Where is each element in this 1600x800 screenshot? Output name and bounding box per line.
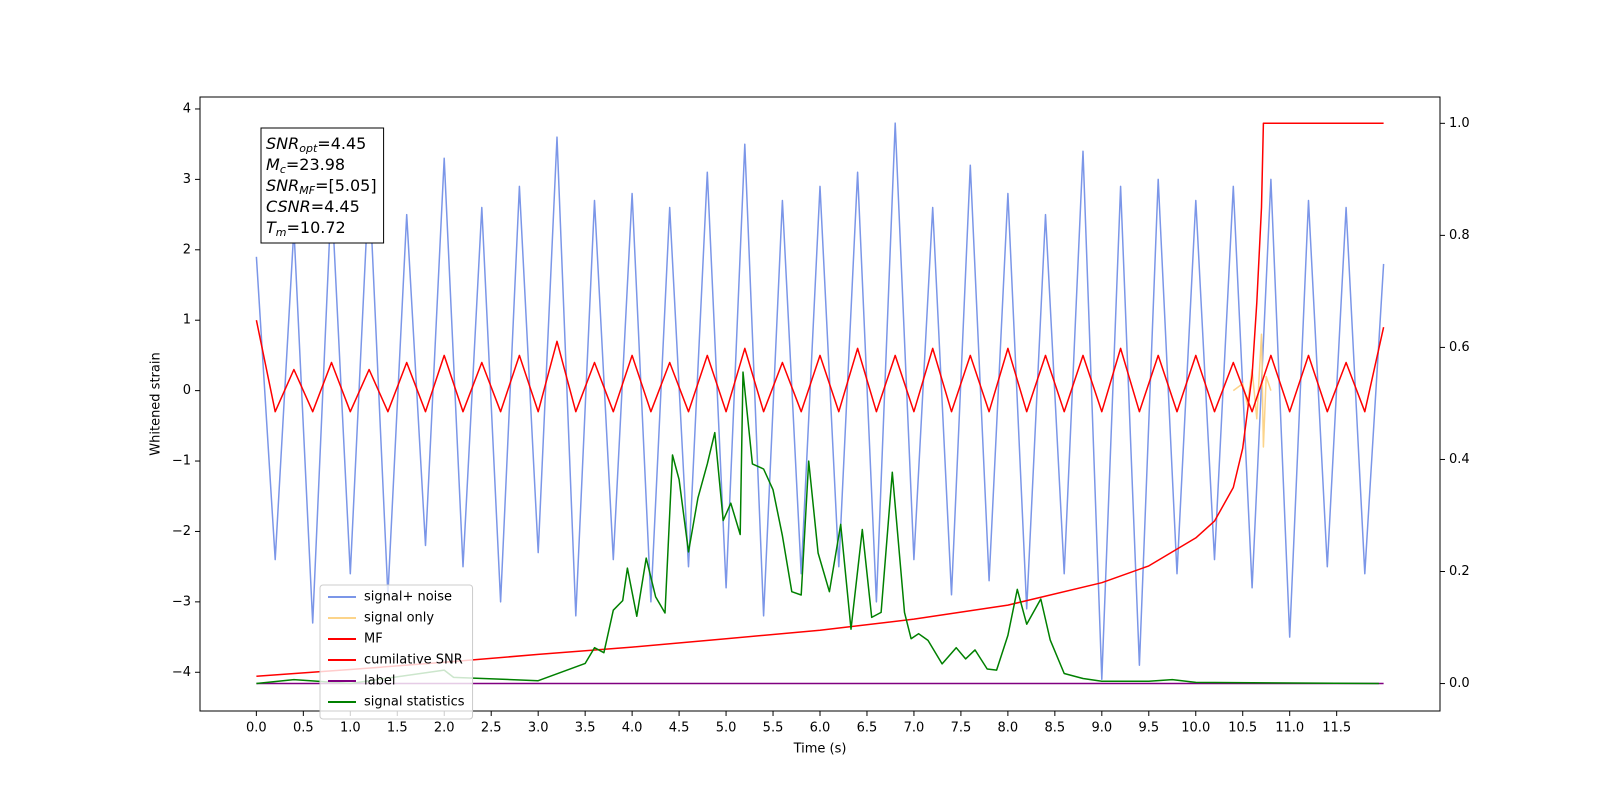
annotation-line: Mc=23.98 <box>266 155 345 177</box>
annotation-symbol: CSNR <box>266 197 311 216</box>
x-tick-label: 11.0 <box>1275 721 1304 736</box>
annotation-box: SNRopt=4.45Mc=23.98SNRMF=[5.05]CSNR=4.45… <box>260 127 385 244</box>
y2-tick-label: 0.6 <box>1449 340 1470 355</box>
x-tick-label: 6.0 <box>810 721 831 736</box>
annotation-symbol: SNR <box>266 134 299 153</box>
x-tick-label: 10.0 <box>1181 721 1210 736</box>
legend-label: cumilative SNR <box>364 653 463 668</box>
series-line <box>255 320 1385 413</box>
y-tick-label: 1 <box>183 313 191 328</box>
x-tick-label: 1.0 <box>340 721 361 736</box>
x-tick-label: 9.0 <box>1091 721 1112 736</box>
series-line <box>256 371 1379 685</box>
legend-label: signal only <box>364 611 434 626</box>
x-tick-label: 2.0 <box>434 721 455 736</box>
annotation-value: =4.45 <box>317 134 366 153</box>
annotation-subscript: MF <box>299 184 315 197</box>
annotation-frame <box>260 127 385 244</box>
x-tick-label: 9.5 <box>1138 721 1159 736</box>
legend-frame <box>319 584 474 720</box>
x-tick-label: 1.5 <box>387 721 408 736</box>
x-tick-label: 0.5 <box>293 721 314 736</box>
series-line <box>255 122 1385 681</box>
series-line <box>1232 333 1272 448</box>
x-tick-label: 5.0 <box>716 721 737 736</box>
x-tick-label: 0.0 <box>246 721 267 736</box>
y2-tick-label: 0.0 <box>1449 676 1470 691</box>
legend-label: signal statistics <box>364 695 465 710</box>
x-tick-label: 8.5 <box>1045 721 1066 736</box>
annotation-line: CSNR=4.45 <box>266 197 360 216</box>
annotation-symbol: T <box>266 218 277 237</box>
annotation-value: =10.72 <box>287 218 346 237</box>
legend-label: label <box>364 674 395 689</box>
annotation-value: =4.45 <box>311 197 360 216</box>
y-tick-label: 2 <box>183 242 191 257</box>
annotation-line: SNRopt=4.45 <box>266 134 366 156</box>
series-line <box>256 122 1384 678</box>
y-tick-label: 3 <box>183 172 191 187</box>
annotation-subscript: opt <box>299 142 318 155</box>
y-tick-label: 4 <box>183 101 191 116</box>
y-tick-label: 0 <box>183 383 191 398</box>
x-tick-label: 4.0 <box>622 721 643 736</box>
x-tick-label: 3.5 <box>575 721 596 736</box>
x-tick-label: 3.0 <box>528 721 549 736</box>
x-tick-label: 6.5 <box>857 721 878 736</box>
x-tick-label: 10.5 <box>1228 721 1257 736</box>
x-tick-label: 7.0 <box>904 721 925 736</box>
y-axis-label: Whitened strain <box>149 352 164 455</box>
x-tick-label: 5.5 <box>763 721 784 736</box>
x-axis-label: Time (s) <box>793 742 847 757</box>
y2-tick-label: 0.2 <box>1449 564 1470 579</box>
x-tick-label: 4.5 <box>669 721 690 736</box>
legend: signal+ noise signal only MF cumilative SNR… <box>319 584 474 720</box>
legend-label: MF <box>364 632 383 647</box>
y2-tick-label: 1.0 <box>1449 116 1470 131</box>
annotation-subscript: c <box>280 163 286 176</box>
annotation-line: Tm=10.72 <box>266 218 346 240</box>
x-tick-label: 2.5 <box>481 721 502 736</box>
legend-label: signal+ noise <box>364 590 452 605</box>
annotation-value: =[5.05] <box>315 176 377 195</box>
x-tick-label: 7.5 <box>951 721 972 736</box>
x-tick-label: 11.5 <box>1322 721 1351 736</box>
y2-tick-label: 0.8 <box>1449 228 1470 243</box>
y-tick-label: −2 <box>172 524 191 539</box>
y-tick-label: −3 <box>172 594 191 609</box>
annotation-value: =23.98 <box>286 155 345 174</box>
annotation-subscript: m <box>276 226 287 239</box>
y2-tick-label: 0.4 <box>1449 452 1470 467</box>
x-tick-label: 8.0 <box>998 721 1019 736</box>
annotation-symbol: M <box>266 155 280 174</box>
y-tick-label: −1 <box>172 454 191 469</box>
annotation-line: SNRMF=[5.05] <box>266 176 377 198</box>
annotation-symbol: SNR <box>266 176 299 195</box>
y-tick-label: −4 <box>172 665 191 680</box>
